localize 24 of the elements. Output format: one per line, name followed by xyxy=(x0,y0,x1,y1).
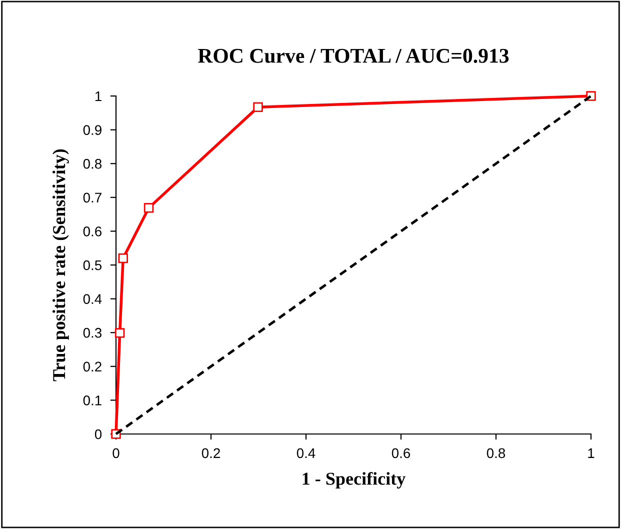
x-tick-label: 1 xyxy=(588,448,594,458)
y-tick-label: 0.8 xyxy=(83,158,102,169)
y-tick-label: 0.2 xyxy=(83,362,102,372)
y-tick-label: 0.7 xyxy=(83,192,102,203)
x-tick-label: 0.2 xyxy=(202,448,220,458)
point xyxy=(114,328,125,338)
x-tick-label: 0.8 xyxy=(486,448,506,458)
y-tick-label: 0.5 xyxy=(83,260,102,270)
x-axis-title: 1 - Specificity xyxy=(302,472,406,489)
point xyxy=(144,203,154,213)
y-axis-title: True positive rate (Sensitivity) xyxy=(52,149,69,382)
y-tick-label: 0.4 xyxy=(83,294,102,304)
x-tick-label: 0 xyxy=(112,448,120,458)
point xyxy=(253,102,263,112)
chart-title: ROC Curve / TOTAL / AUC=0.913 xyxy=(198,48,509,63)
x-tick-label: 0.4 xyxy=(296,448,316,458)
y-tick-label: 0 xyxy=(94,429,102,440)
y-tick-label: 0.3 xyxy=(83,328,102,338)
y-tick-label: 0.6 xyxy=(83,226,102,236)
y-tick-label: 1 xyxy=(95,91,102,102)
y-tick-label: 0.9 xyxy=(83,125,102,135)
x-tick-label: 0.6 xyxy=(392,448,410,458)
y-tick-label: 0.1 xyxy=(83,396,102,406)
point xyxy=(118,253,128,264)
